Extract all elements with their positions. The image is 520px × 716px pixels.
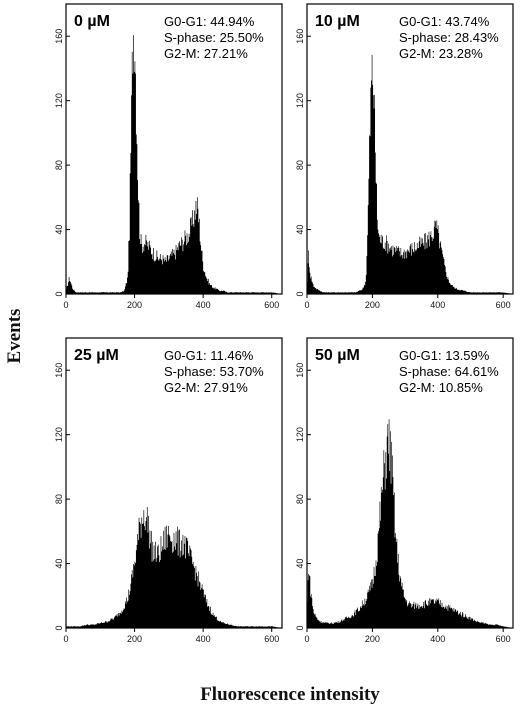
phase-stat: G0-G1: 44.94% xyxy=(164,14,255,29)
panel-title: 25 µM xyxy=(74,347,119,364)
histogram-bars xyxy=(307,419,513,628)
phase-stat: G0-G1: 11.46% xyxy=(164,348,254,363)
y-tick-label: 120 xyxy=(54,93,64,108)
x-tick-label: 0 xyxy=(304,300,309,310)
y-tick-label: 0 xyxy=(295,625,305,630)
x-tick-label: 400 xyxy=(196,300,211,310)
y-tick-label: 160 xyxy=(54,29,64,44)
phase-stat: S-phase: 25.50% xyxy=(164,30,264,45)
y-tick-label: 80 xyxy=(295,160,305,170)
x-tick-label: 200 xyxy=(127,634,142,644)
x-tick-label: 400 xyxy=(430,300,445,310)
phase-stat: G0-G1: 43.74% xyxy=(399,14,490,29)
y-tick-label: 40 xyxy=(54,225,64,235)
x-tick-label: 200 xyxy=(365,300,380,310)
x-tick-label: 600 xyxy=(264,634,279,644)
histogram-bars xyxy=(66,35,282,294)
phase-stat: G2-M: 23.28% xyxy=(399,46,483,61)
x-tick-label: 600 xyxy=(496,634,511,644)
histogram-panel-2: 0 40 80 120 160 0 200 400 600 10 µM G0-G1: 43.74%S… xyxy=(295,3,514,310)
x-axis-label: Fluorescence intensity xyxy=(200,684,380,705)
x-tick-label: 0 xyxy=(63,300,68,310)
x-tick-label: 0 xyxy=(304,634,309,644)
panel-title: 10 µM xyxy=(315,13,360,30)
phase-stat: G0-G1: 13.59% xyxy=(399,348,490,363)
y-tick-label: 80 xyxy=(295,494,305,504)
y-tick-label: 120 xyxy=(54,427,64,442)
histogram-panel-4: 0 40 80 120 160 0 200 400 600 50 µM G0-G1: 13.59%S… xyxy=(295,337,514,644)
y-tick-label: 160 xyxy=(54,363,64,378)
y-tick-label: 0 xyxy=(54,625,64,630)
histogram-bars xyxy=(66,507,282,628)
y-tick-label: 0 xyxy=(295,291,305,296)
x-tick-label: 600 xyxy=(264,300,279,310)
phase-stat: G2-M: 27.21% xyxy=(164,46,248,61)
phase-stat: G2-M: 10.85% xyxy=(399,380,483,395)
x-tick-label: 200 xyxy=(127,300,142,310)
y-tick-label: 40 xyxy=(295,225,305,235)
histogram-panel-1: 0 40 80 120 160 0 200 400 600 0 µM G0-G1: 44.94%S-… xyxy=(54,3,283,310)
phase-stat: S-phase: 28.43% xyxy=(399,30,499,45)
y-tick-label: 160 xyxy=(295,29,305,44)
x-tick-label: 0 xyxy=(63,634,68,644)
y-tick-label: 40 xyxy=(295,559,305,569)
y-tick-label: 120 xyxy=(295,93,305,108)
histogram-bars xyxy=(307,54,513,294)
x-tick-label: 400 xyxy=(196,634,211,644)
y-tick-label: 80 xyxy=(54,160,64,170)
histogram-panel-3: 0 40 80 120 160 0 200 400 600 25 µM G0-G1: 11.46%S… xyxy=(54,337,283,644)
y-tick-label: 160 xyxy=(295,363,305,378)
panel-title: 50 µM xyxy=(315,347,360,364)
y-tick-label: 40 xyxy=(54,559,64,569)
phase-stat: S-phase: 64.61% xyxy=(399,364,499,379)
y-tick-label: 120 xyxy=(295,427,305,442)
phase-stat: S-phase: 53.70% xyxy=(164,364,264,379)
y-tick-label: 0 xyxy=(54,291,64,296)
x-tick-label: 200 xyxy=(365,634,380,644)
y-tick-label: 80 xyxy=(54,494,64,504)
y-axis-label: Events xyxy=(4,309,25,364)
x-tick-label: 400 xyxy=(430,634,445,644)
panel-title: 0 µM xyxy=(74,13,110,30)
phase-stat: G2-M: 27.91% xyxy=(164,380,248,395)
x-tick-label: 600 xyxy=(496,300,511,310)
